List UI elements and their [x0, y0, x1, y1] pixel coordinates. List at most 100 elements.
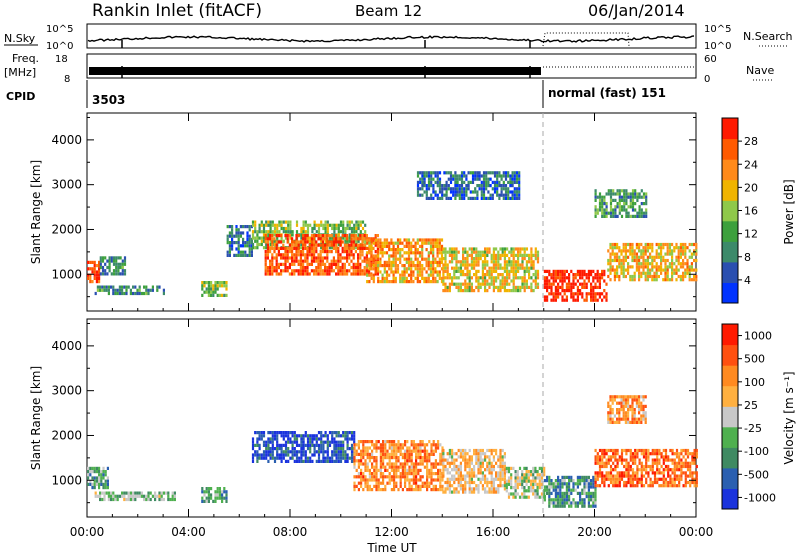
data-cell: [646, 265, 649, 269]
data-cell: [601, 195, 604, 199]
data-cell: [446, 458, 449, 462]
data-cell: [634, 461, 637, 465]
data-cell: [682, 242, 685, 247]
data-cell: [512, 269, 515, 273]
data-cell: [623, 464, 626, 469]
data-cell: [397, 440, 400, 444]
data-cell: [623, 471, 626, 475]
data-cell: [506, 247, 509, 251]
data-cell: [416, 270, 419, 274]
data-cell: [631, 458, 635, 462]
data-cell: [642, 202, 646, 206]
data-cell: [601, 298, 604, 302]
data-cell: [455, 458, 458, 462]
data-cell: [89, 260, 92, 264]
data-cell: [506, 253, 509, 257]
data-cell: [235, 241, 238, 245]
data-cell: [102, 476, 105, 480]
data-cell: [108, 259, 111, 263]
data-cell: [484, 266, 487, 270]
data-cell: [527, 489, 530, 493]
data-cell: [415, 446, 418, 450]
data-cell: [399, 238, 402, 242]
data-cell: [214, 284, 217, 288]
data-cell: [546, 289, 549, 293]
data-cell: [123, 262, 127, 266]
data-cell: [453, 253, 456, 257]
data-cell: [625, 214, 628, 218]
data-cell: [690, 255, 693, 259]
data-cell: [486, 455, 489, 459]
data-cell: [384, 488, 387, 492]
data-cell: [379, 481, 382, 485]
data-cell: [428, 475, 431, 479]
data-cell: [306, 269, 309, 273]
data-cell: [117, 272, 120, 276]
data-cell: [611, 252, 614, 256]
data-cell: [366, 241, 369, 245]
data-cell: [355, 220, 358, 224]
data-cell: [614, 474, 617, 478]
data-cell: [410, 257, 413, 261]
data-cell: [310, 259, 313, 263]
data-cell: [642, 452, 646, 456]
data-cell: [410, 267, 413, 271]
data-cell: [309, 223, 312, 227]
data-cell: [265, 456, 268, 460]
data-cell: [360, 475, 363, 479]
data-cell: [594, 501, 597, 505]
data-cell: [417, 456, 420, 460]
data-cell: [462, 247, 465, 251]
data-cell: [344, 230, 347, 234]
data-cell: [462, 458, 465, 462]
data-cell: [412, 251, 415, 255]
data-cell: [623, 484, 626, 488]
data-cell: [419, 478, 422, 482]
data-cell: [499, 455, 502, 459]
data-cell: [399, 446, 402, 450]
data-cell: [561, 285, 564, 289]
data-cell: [585, 282, 588, 286]
data-cell: [306, 253, 309, 257]
data-cell: [393, 484, 396, 488]
data-cell: [427, 280, 430, 284]
data-cell: [221, 499, 224, 503]
data-cell: [110, 272, 113, 276]
data-cell: [448, 452, 451, 456]
data-cell: [432, 244, 435, 248]
data-cell: [346, 246, 349, 250]
data-cell: [557, 285, 560, 289]
data-cell: [457, 269, 460, 273]
data-cell: [278, 447, 281, 451]
data-cell: [475, 263, 478, 267]
data-cell: [570, 479, 573, 483]
data-cell: [653, 258, 656, 263]
data-cell: [666, 268, 669, 272]
data-cell: [444, 257, 447, 261]
data-cell: [532, 253, 535, 257]
data-cell: [416, 257, 419, 261]
data-cell: [114, 497, 117, 502]
data-cell: [119, 256, 122, 260]
data-cell: [609, 480, 613, 485]
data-cell: [666, 252, 669, 256]
data-cell: [414, 244, 417, 248]
data-cell: [592, 289, 595, 293]
data-cell: [473, 247, 476, 251]
data-cell: [393, 443, 396, 447]
data-cell: [242, 237, 245, 241]
data-cell: [444, 487, 447, 491]
data-cell: [452, 177, 455, 181]
data-cell: [291, 253, 294, 257]
data-cell: [448, 471, 451, 475]
data-cell: [291, 450, 294, 454]
data-cell: [262, 239, 266, 243]
data-cell: [477, 471, 480, 475]
data-cell: [158, 491, 161, 495]
data-cell: [235, 234, 238, 238]
data-cell: [473, 464, 476, 469]
data-cell: [384, 446, 387, 450]
data-cell: [517, 263, 520, 267]
data-cell: [374, 234, 377, 238]
data-cell: [635, 258, 638, 263]
